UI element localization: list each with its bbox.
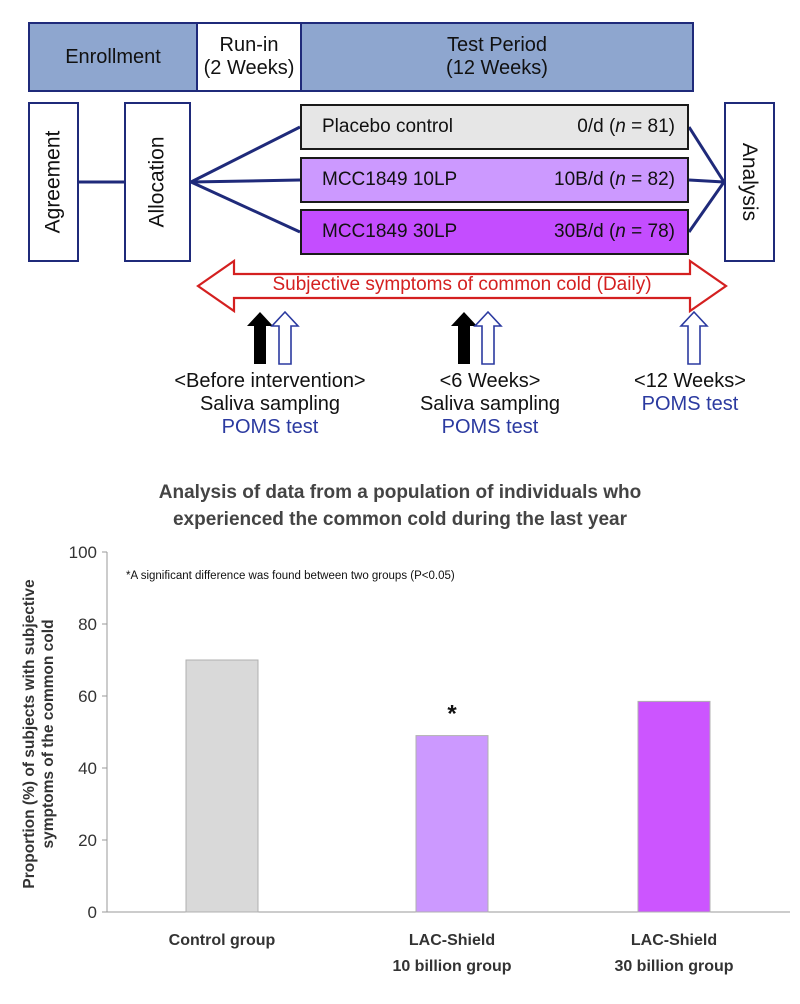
arm-placebo-name: Placebo control: [322, 116, 453, 137]
x-category-label: LAC-Shield: [631, 932, 717, 949]
poms-arrow-12w: [679, 310, 709, 365]
phase-runin-duration: (2 Weeks): [203, 57, 295, 79]
saliva-arrow-6w: [451, 312, 477, 364]
chart-title-line2: experienced the common cold during the l…: [172, 509, 627, 530]
analysis-label: Analysis: [738, 142, 762, 222]
allocation-to-placebo-line: [190, 125, 301, 184]
timepoint-6w-saliva: Saliva sampling: [419, 393, 561, 415]
10lp-to-analysis-line: [688, 178, 725, 184]
analysis-box: Analysis: [724, 102, 775, 262]
y-tick-label: 100: [69, 543, 97, 562]
timepoint-12w-poms: POMS test: [641, 393, 739, 415]
phase-runin: Run-in (2 Weeks): [196, 22, 302, 92]
timepoint-12w: <12 Weeks> POMS test: [600, 370, 780, 416]
allocation-to-10lp-line: [190, 178, 301, 184]
phase-test-period: Test Period (12 Weeks): [300, 22, 694, 92]
n-symbol: n: [615, 221, 626, 242]
x-category-label: Control group: [169, 932, 276, 949]
symptoms-arrow-label: Subjective symptoms of common cold (Dail…: [272, 274, 652, 295]
allocation-box: Allocation: [124, 102, 191, 262]
y-tick-label: 80: [78, 615, 97, 634]
y-tick-label: 0: [88, 903, 97, 922]
timepoint-before-poms: POMS test: [221, 416, 319, 438]
arm-30lp-n: 78: [647, 221, 669, 242]
arm-placebo-dose-value: 0/d: [577, 116, 604, 137]
arm-30lp-dose-value: 30B/d: [554, 221, 604, 242]
significance-note: *A significant difference was found betw…: [126, 570, 455, 582]
arm-placebo-dose: 0/d (n = 81): [577, 116, 675, 137]
bar-chart: 0 20 40 60 80 100 *A significant difference wa…: [69, 543, 790, 975]
x-category-label: LAC-Shield: [409, 932, 495, 949]
arm-10lp-name: MCC1849 10LP: [322, 169, 458, 190]
timepoint-before: <Before intervention> Saliva sampling PO…: [140, 370, 400, 439]
arm-placebo: Placebo control 0/d (n = 81): [300, 104, 689, 150]
timepoint-before-saliva: Saliva sampling: [199, 393, 341, 415]
phase-enrollment-label: Enrollment: [65, 45, 161, 68]
timepoint-6w-poms: POMS test: [441, 416, 539, 438]
y-tick-label: 20: [78, 831, 97, 850]
allocation-label: Allocation: [145, 136, 169, 228]
bar: [415, 735, 489, 913]
arm-placebo-n: 81: [647, 116, 669, 137]
timepoint-6w-header: <6 Weeks>: [439, 370, 541, 392]
30lp-to-analysis-line: [687, 181, 726, 233]
timepoint-arrows: [247, 310, 709, 365]
arm-30lp-dose: 30B/d (n = 78): [554, 221, 675, 242]
bar: [637, 700, 711, 913]
agreement-label: Agreement: [41, 130, 65, 234]
placebo-to-analysis-line: [687, 126, 726, 183]
significance-marker: *: [447, 701, 457, 728]
n-symbol: n: [615, 169, 626, 190]
y-tick-label: 60: [78, 687, 97, 706]
x-category-label: 10 billion group: [392, 958, 511, 975]
timepoint-12w-header: <12 Weeks>: [634, 370, 746, 392]
phase-test-title: Test Period: [446, 34, 548, 56]
arm-30lp: MCC1849 30LP 30B/d (n = 78): [300, 209, 689, 255]
flow-connectors: [79, 125, 726, 234]
bar: [185, 659, 259, 913]
chart-title: Analysis of data from a population of in…: [0, 479, 800, 533]
phase-runin-title: Run-in: [219, 34, 279, 56]
arm-10lp-dose: 10B/d (n = 82): [554, 169, 675, 190]
n-symbol: n: [615, 116, 626, 137]
arm-10lp-dose-value: 10B/d: [554, 169, 604, 190]
x-category-label: 30 billion group: [614, 958, 733, 975]
symptoms-double-arrow: [196, 258, 728, 314]
phase-enrollment: Enrollment: [28, 22, 198, 92]
timepoint-before-header: <Before intervention>: [174, 370, 366, 392]
phase-test-duration: (12 Weeks): [446, 57, 548, 79]
poms-arrow-6w: [473, 310, 503, 365]
chart-title-line1: Analysis of data from a population of in…: [158, 482, 642, 503]
saliva-arrow-before: [247, 312, 273, 364]
y-tick-label: 40: [78, 759, 97, 778]
allocation-to-30lp-line: [190, 180, 301, 234]
poms-arrow-before: [270, 310, 300, 365]
arm-30lp-name: MCC1849 30LP: [322, 221, 458, 242]
arm-10lp-n: 82: [647, 169, 669, 190]
agreement-box: Agreement: [28, 102, 79, 262]
timepoint-6w: <6 Weeks> Saliva sampling POMS test: [380, 370, 600, 439]
arm-10lp: MCC1849 10LP 10B/d (n = 82): [300, 157, 689, 203]
